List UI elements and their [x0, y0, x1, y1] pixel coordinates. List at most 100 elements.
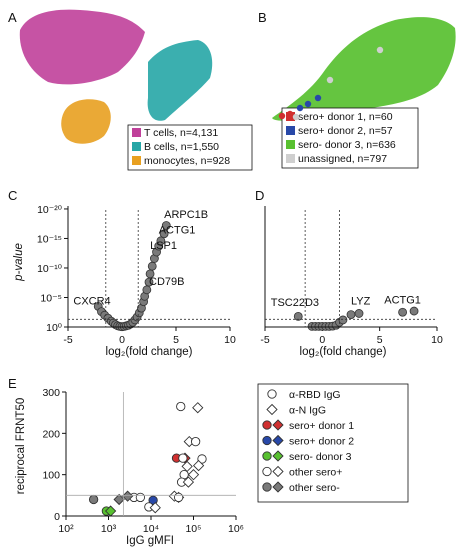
legend-label: sero+ donor 1: [289, 420, 354, 432]
legend-circle-marker: [262, 466, 272, 477]
gene-label: ACTG1: [159, 225, 196, 237]
rbd-igg-point: [135, 492, 146, 503]
x-tick-label: 5: [173, 334, 179, 346]
legend-label-b: B cells, n=1,550: [144, 141, 219, 153]
data-point: [159, 229, 169, 239]
panel-label-c: C: [8, 188, 17, 203]
donor-point: [376, 46, 384, 54]
legend-label-t: T cells, n=4,131: [144, 127, 218, 139]
y-axis-label: reciprocal FRNT50: [15, 398, 27, 495]
x-axis-label: log₂(fold change): [300, 346, 387, 358]
x-tick-label: 10⁶: [228, 523, 244, 535]
legend-swatch-unassigned: [286, 154, 295, 163]
donor-point: [286, 110, 294, 118]
legend-label-donor2: sero+ donor 2, n=57: [298, 125, 393, 137]
legend-diamond-marker: [272, 481, 284, 493]
y-tick-label: 10⁻¹⁰: [37, 263, 63, 275]
donor-point: [314, 94, 322, 102]
y-tick-label: 10⁻⁵: [40, 292, 62, 304]
umap-a-legend: T cells, n=4,131 B cells, n=1,550 monocy…: [127, 124, 253, 171]
x-tick-label: -5: [63, 334, 72, 346]
donor-umap-shape: [272, 17, 456, 121]
gene-label: ARPC1B: [164, 209, 208, 221]
data-point: [156, 236, 166, 246]
x-axis-label: log₂(fold change): [106, 346, 193, 358]
y-tick-label: 10⁻²⁰: [37, 204, 63, 216]
y-tick-label: 300: [42, 387, 60, 399]
n-igg-point: [187, 469, 200, 481]
x-tick-label: 0: [119, 334, 125, 346]
gene-label: TSC22D3: [271, 297, 319, 309]
umap-b-legend: sero+ donor 1, n=60 sero+ donor 2, n=57 …: [281, 107, 419, 169]
legend-label: other sero+: [289, 467, 342, 479]
antibody-scatter: reciprocal FRNT50 IgG gMFI 10² 10³ 10⁴ 10⁵ 1…: [15, 383, 409, 547]
x-axis-label: IgG gMFI: [126, 535, 174, 547]
umap-cell-types: T cells, n=4,131 B cells, n=1,550 monocy…: [19, 9, 253, 171]
data-point: [398, 307, 408, 317]
rbd-igg-point: [176, 401, 186, 412]
data-point: [147, 261, 157, 271]
monocyte-cluster: [61, 99, 111, 144]
gene-label: CXCR4: [73, 296, 110, 308]
legend-label-donor3: sero- donor 3, n=636: [298, 139, 396, 151]
gene-label: ACTG1: [384, 294, 421, 306]
legend-label: α-RBD IgG: [289, 389, 341, 401]
gene-labels: ARPC1B ACTG1 LSP1 CD79B CXCR4: [73, 209, 208, 308]
panel-label-d: D: [255, 188, 264, 203]
donor-point: [278, 112, 286, 120]
x-ticks: -5 0 5 10: [63, 327, 236, 346]
legend-label: α-N IgG: [289, 405, 326, 417]
gene-label: LYZ: [351, 296, 371, 308]
x-tick-label: -5: [260, 334, 269, 346]
rbd-igg-point: [173, 492, 184, 503]
x-tick-label: 10⁵: [185, 523, 201, 535]
legend-circle-marker: [262, 420, 272, 430]
legend-label: other sero-: [289, 482, 340, 494]
data-point: [346, 310, 356, 320]
volcano-d: log₂(fold change) -5 0 5 10 TSC22D3 LYZ ACTG1: [260, 206, 443, 358]
points: [293, 306, 419, 331]
y-ticks: 0 100 200 300: [42, 387, 66, 523]
rbd-igg-point: [197, 454, 207, 464]
data-point: [293, 311, 303, 321]
legend-label-donor1: sero+ donor 1, n=60: [298, 111, 393, 123]
x-tick-label: 10⁴: [143, 523, 159, 535]
y-ticks: 10⁰ 10⁻⁵ 10⁻¹⁰ 10⁻¹⁵ 10⁻²⁰: [37, 204, 68, 334]
n-igg-point: [192, 459, 205, 472]
n-igg-point: [181, 460, 193, 473]
y-tick-label: 200: [42, 428, 60, 440]
data-point: [409, 306, 419, 316]
panel-label-a: A: [8, 10, 17, 25]
y-tick-label: 100: [42, 470, 60, 482]
legend-circle-marker: [267, 389, 277, 399]
t-cell-cluster: [19, 9, 145, 85]
x-tick-label: 10: [431, 334, 443, 346]
x-tick-label: 0: [319, 334, 325, 346]
x-tick-label: 10³: [101, 523, 117, 535]
points: [88, 401, 207, 517]
y-tick-label: 10⁰: [46, 322, 63, 334]
legend-circle-marker: [262, 482, 272, 492]
volcano-c: p-value log₂(fold change) -5 0 5 10 10⁰ 10⁻⁵…: [13, 204, 236, 358]
rbd-igg-point: [88, 494, 99, 505]
panel-label-b: B: [258, 10, 267, 25]
donor-point: [292, 113, 300, 121]
legend-swatch-mono: [132, 156, 141, 165]
y-tick-label: 10⁻¹⁵: [37, 233, 62, 245]
legend: α-RBD IgG α-N IgG sero+ donor 1 sero+ donor…: [257, 383, 409, 503]
donor-point: [326, 76, 334, 84]
legend-label: sero- donor 3: [289, 451, 352, 463]
y-tick-label: 0: [54, 511, 60, 523]
rbd-igg-point: [190, 436, 201, 447]
n-igg-point: [149, 502, 161, 514]
data-point: [338, 315, 348, 325]
x-tick-label: 10²: [58, 523, 74, 535]
legend-label: sero+ donor 2: [289, 436, 354, 448]
legend-box: [127, 124, 253, 171]
n-igg-point: [113, 493, 125, 506]
legend-circle-marker: [262, 451, 272, 461]
panel-label-e: E: [8, 376, 17, 391]
n-igg-point: [121, 490, 134, 502]
legend-diamond-marker: [272, 465, 284, 478]
legend-circle-marker: [262, 435, 272, 446]
